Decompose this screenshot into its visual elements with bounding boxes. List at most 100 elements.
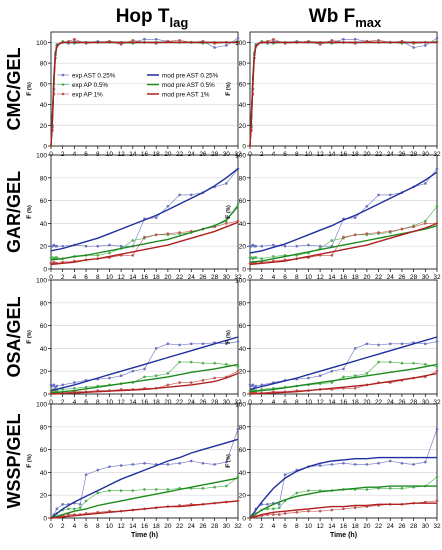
data-point — [143, 235, 146, 239]
panel-frame — [249, 403, 438, 519]
data-point — [283, 473, 287, 477]
x-tick-label: 20 — [164, 399, 172, 406]
y-tick-label: 60 — [239, 81, 247, 88]
x-tick-label: 0 — [49, 151, 53, 158]
y-axis-label-main: F — [225, 462, 232, 468]
y-tick-label: 60 — [40, 198, 48, 205]
data-point — [55, 507, 59, 511]
x-tick-label: 30 — [422, 151, 430, 158]
series-line-mod-pre-ast-0-5- — [50, 363, 239, 394]
data-point — [342, 507, 345, 511]
data-point — [166, 204, 170, 208]
y-axis-label-main: F — [225, 338, 232, 344]
data-point — [412, 361, 415, 365]
x-tick-label: 22 — [176, 151, 184, 158]
data-point — [377, 38, 380, 42]
data-point — [412, 463, 415, 466]
x-tick-label: 32 — [433, 399, 441, 406]
row-label: WSSP/GEL — [4, 413, 24, 508]
x-tick-label: 6 — [84, 274, 88, 281]
x-tick-label: 20 — [164, 151, 172, 158]
y-tick-label: 60 — [239, 447, 247, 454]
x-tick-label: 22 — [375, 274, 383, 281]
y-tick-label: 60 — [239, 198, 247, 205]
x-tick-label: 6 — [283, 399, 287, 406]
x-tick-label: 12 — [118, 523, 126, 530]
x-tick-label: 24 — [387, 399, 395, 406]
y-tick-label: 100 — [36, 402, 47, 409]
y-axis-label: F (%) — [225, 330, 232, 344]
x-tick-label: 8 — [295, 274, 299, 281]
data-point — [166, 488, 170, 491]
data-point — [201, 378, 205, 382]
data-point — [353, 374, 357, 378]
y-tick-label: 0 — [43, 516, 47, 523]
x-tick-label: 16 — [340, 151, 348, 158]
data-point — [330, 38, 334, 42]
x-tick-label: 24 — [387, 523, 395, 530]
x-tick-label: 10 — [106, 274, 114, 281]
y-tick-label: 40 — [239, 102, 247, 109]
y-axis-label-unit: (%) — [27, 330, 33, 338]
data-point — [307, 509, 310, 513]
data-point — [377, 193, 380, 197]
x-tick-label: 10 — [305, 151, 313, 158]
data-point — [108, 465, 111, 469]
data-point — [55, 256, 59, 259]
data-point — [423, 222, 427, 225]
x-tick-label: 18 — [153, 399, 161, 406]
x-tick-label: 24 — [188, 399, 196, 406]
x-tick-label: 0 — [248, 274, 252, 281]
series-line-mod-pre-ast-1- — [249, 372, 438, 395]
data-point — [342, 367, 345, 371]
x-tick-label: 2 — [260, 399, 264, 406]
y-tick-label: 40 — [239, 470, 247, 477]
data-point — [119, 43, 123, 46]
data-point — [131, 239, 135, 242]
data-point — [55, 244, 59, 248]
series-line-mod-pre-ast-0-5- — [249, 363, 438, 393]
data-point — [108, 251, 111, 255]
x-tick-label: 8 — [96, 151, 100, 158]
data-point — [84, 385, 88, 389]
data-point — [154, 374, 158, 378]
x-tick-label: 10 — [106, 151, 114, 158]
y-tick-label: 60 — [40, 81, 48, 88]
series-line-exp-ap-1- — [249, 38, 437, 147]
y-tick-label: 80 — [239, 300, 247, 307]
panel-frame — [249, 31, 438, 147]
data-point — [166, 463, 170, 466]
series-line-mod-pre-ast-1- — [50, 41, 238, 147]
y-axis-label-unit: (%) — [27, 82, 33, 90]
x-tick-label: 24 — [387, 274, 395, 281]
x-tick-label: 30 — [223, 274, 231, 281]
x-tick-label: 28 — [211, 151, 219, 158]
data-point — [73, 381, 76, 384]
data-point — [283, 244, 287, 248]
data-point — [353, 233, 357, 237]
data-point — [277, 513, 281, 516]
x-tick-label: 16 — [141, 523, 149, 530]
series-line-mod-pre-ast-0-25- — [50, 438, 239, 519]
x-tick-label: 16 — [340, 523, 348, 530]
y-tick-label: 100 — [235, 153, 246, 160]
data-point — [236, 365, 240, 368]
data-point — [295, 510, 299, 514]
y-tick-label: 20 — [40, 493, 48, 500]
x-tick-label: 2 — [260, 151, 264, 158]
x-tick-label: 32 — [234, 274, 242, 281]
data-point — [236, 369, 240, 373]
series-line-exp-ast-0-25- — [250, 168, 438, 247]
x-tick-label: 22 — [375, 523, 383, 530]
data-point — [166, 383, 170, 387]
data-point — [412, 46, 415, 49]
x-tick-label: 30 — [422, 274, 430, 281]
data-point — [353, 386, 357, 390]
x-tick-label: 18 — [352, 274, 360, 281]
data-point — [154, 216, 158, 220]
x-tick-label: 2 — [61, 523, 65, 530]
data-point — [143, 37, 146, 41]
x-tick-label: 24 — [188, 274, 196, 281]
